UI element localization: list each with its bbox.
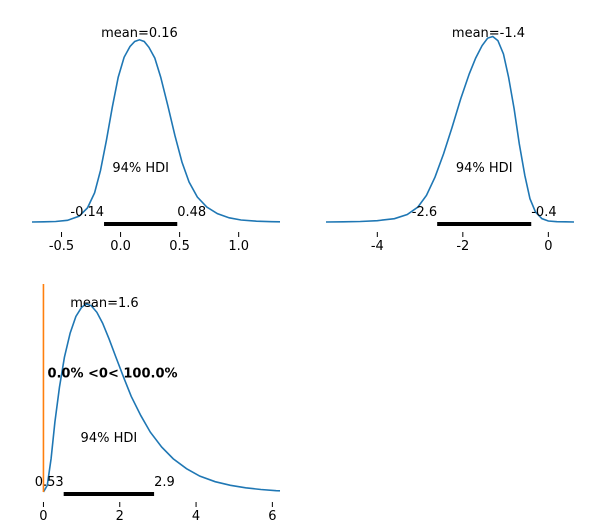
- mean-label: mean=0.16: [101, 26, 178, 41]
- density-curve: [326, 36, 574, 222]
- ref-text: 0.0% <0< 100.0%: [47, 367, 177, 382]
- posterior-figure: -0.5 0.0 0.5 1.0 mean=0.16 94% HDI -0.14 0.48 -…: [0, 0, 600, 532]
- hdi-label: 94% HDI: [112, 161, 169, 176]
- hdi-hi-label: 2.9: [154, 475, 175, 490]
- density-panel-0: -0.5 0.0 0.5 1.0 mean=0.16 94% HDI -0.14 0.48: [26, 10, 286, 250]
- mean-label: mean=1.6: [70, 296, 138, 311]
- xtick-label: 6: [268, 509, 276, 520]
- hdi-hi-label: 0.48: [177, 205, 206, 220]
- hdi-hi-label: -0.4: [531, 205, 556, 220]
- xtick-label: 0.5: [169, 239, 190, 250]
- density-svg: -4 -2 0 mean=-1.4 94% HDI -2.6 -0.4: [320, 10, 580, 250]
- density-svg: -0.5 0.0 0.5 1.0 mean=0.16 94% HDI -0.14 0.48: [26, 10, 286, 250]
- hdi-lo-label: 0.53: [35, 475, 64, 490]
- xtick-label: -4: [371, 239, 384, 250]
- xtick-label: -2: [456, 239, 469, 250]
- density-svg: 0 2 4 6 mean=1.6 94% HDI 0.53 2.9 0.0% <0< 100.0…: [26, 280, 286, 520]
- density-curve: [43, 304, 280, 492]
- xtick-label: 2: [116, 509, 124, 520]
- xtick-label: 4: [192, 509, 200, 520]
- xtick-label: 0: [39, 509, 47, 520]
- density-panel-1: -4 -2 0 mean=-1.4 94% HDI -2.6 -0.4: [320, 10, 580, 250]
- xtick-label: 0: [544, 239, 552, 250]
- xtick-label: 0.0: [110, 239, 131, 250]
- hdi-lo-label: -0.14: [70, 205, 104, 220]
- xtick-label: 1.0: [228, 239, 249, 250]
- density-panel-2: 0 2 4 6 mean=1.6 94% HDI 0.53 2.9 0.0% <0< 100.0…: [26, 280, 286, 520]
- hdi-label: 94% HDI: [81, 431, 138, 446]
- hdi-lo-label: -2.6: [412, 205, 437, 220]
- mean-label: mean=-1.4: [452, 26, 525, 41]
- density-curve: [32, 40, 280, 222]
- hdi-label: 94% HDI: [456, 161, 513, 176]
- xtick-label: -0.5: [49, 239, 74, 250]
